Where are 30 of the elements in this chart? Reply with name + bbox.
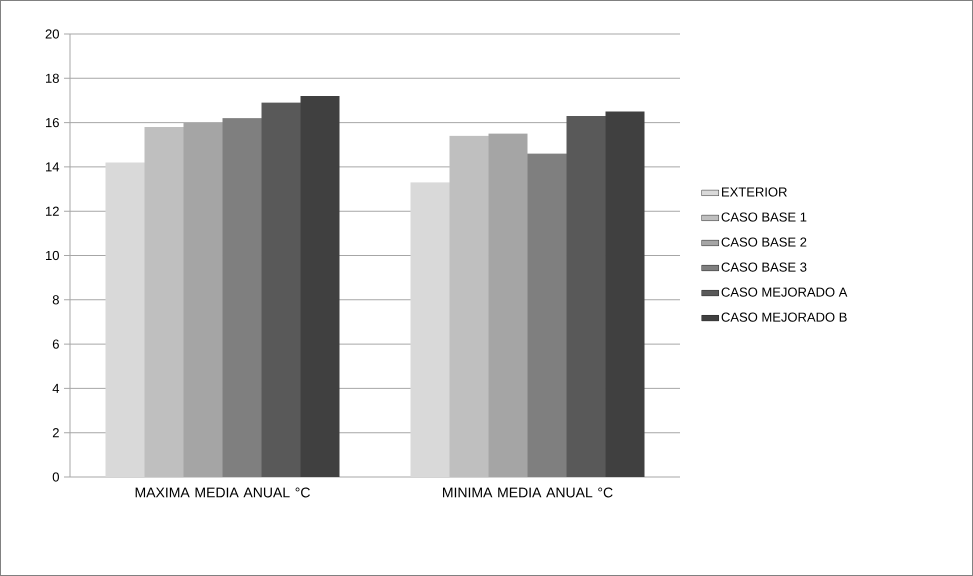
legend-label: CASO MEJORADO B: [722, 312, 847, 322]
bar: [528, 154, 567, 477]
bar: [566, 116, 606, 477]
y-tick-label: 0: [52, 472, 59, 482]
y-tick-label: 8: [52, 295, 59, 304]
y-tick-label: 6: [52, 339, 59, 349]
x-tick-label: MAXIMA MEDIA ANUAL °C: [136, 488, 310, 498]
bar: [300, 96, 340, 477]
legend-label: CASO MEJORADO A: [722, 288, 848, 297]
y-tick-label: 16: [46, 118, 59, 128]
y-tick-label: 2: [52, 428, 59, 438]
legend-label: CASO BASE 3: [722, 262, 806, 272]
y-tick-label: 12: [46, 206, 59, 216]
bar: [606, 112, 645, 477]
legend-label: EXTERIOR: [722, 187, 787, 197]
x-tick-label: MINIMA MEDIA ANUAL °C: [443, 488, 613, 498]
y-tick-label: 18: [46, 74, 59, 83]
legend-label: CASO BASE 2: [722, 237, 806, 247]
y-tick-label: 10: [46, 250, 59, 260]
y-tick-label: 14: [46, 162, 60, 172]
bar: [262, 102, 301, 477]
legend-label: CASO BASE 1: [722, 212, 806, 222]
bar: [450, 136, 489, 477]
y-tick-label: 4: [52, 384, 60, 393]
bar: [106, 162, 145, 477]
y-tick-label: 20: [46, 29, 59, 39]
bar: [410, 182, 450, 477]
bar: [222, 118, 262, 477]
bar: [144, 127, 184, 477]
bar: [488, 134, 528, 477]
